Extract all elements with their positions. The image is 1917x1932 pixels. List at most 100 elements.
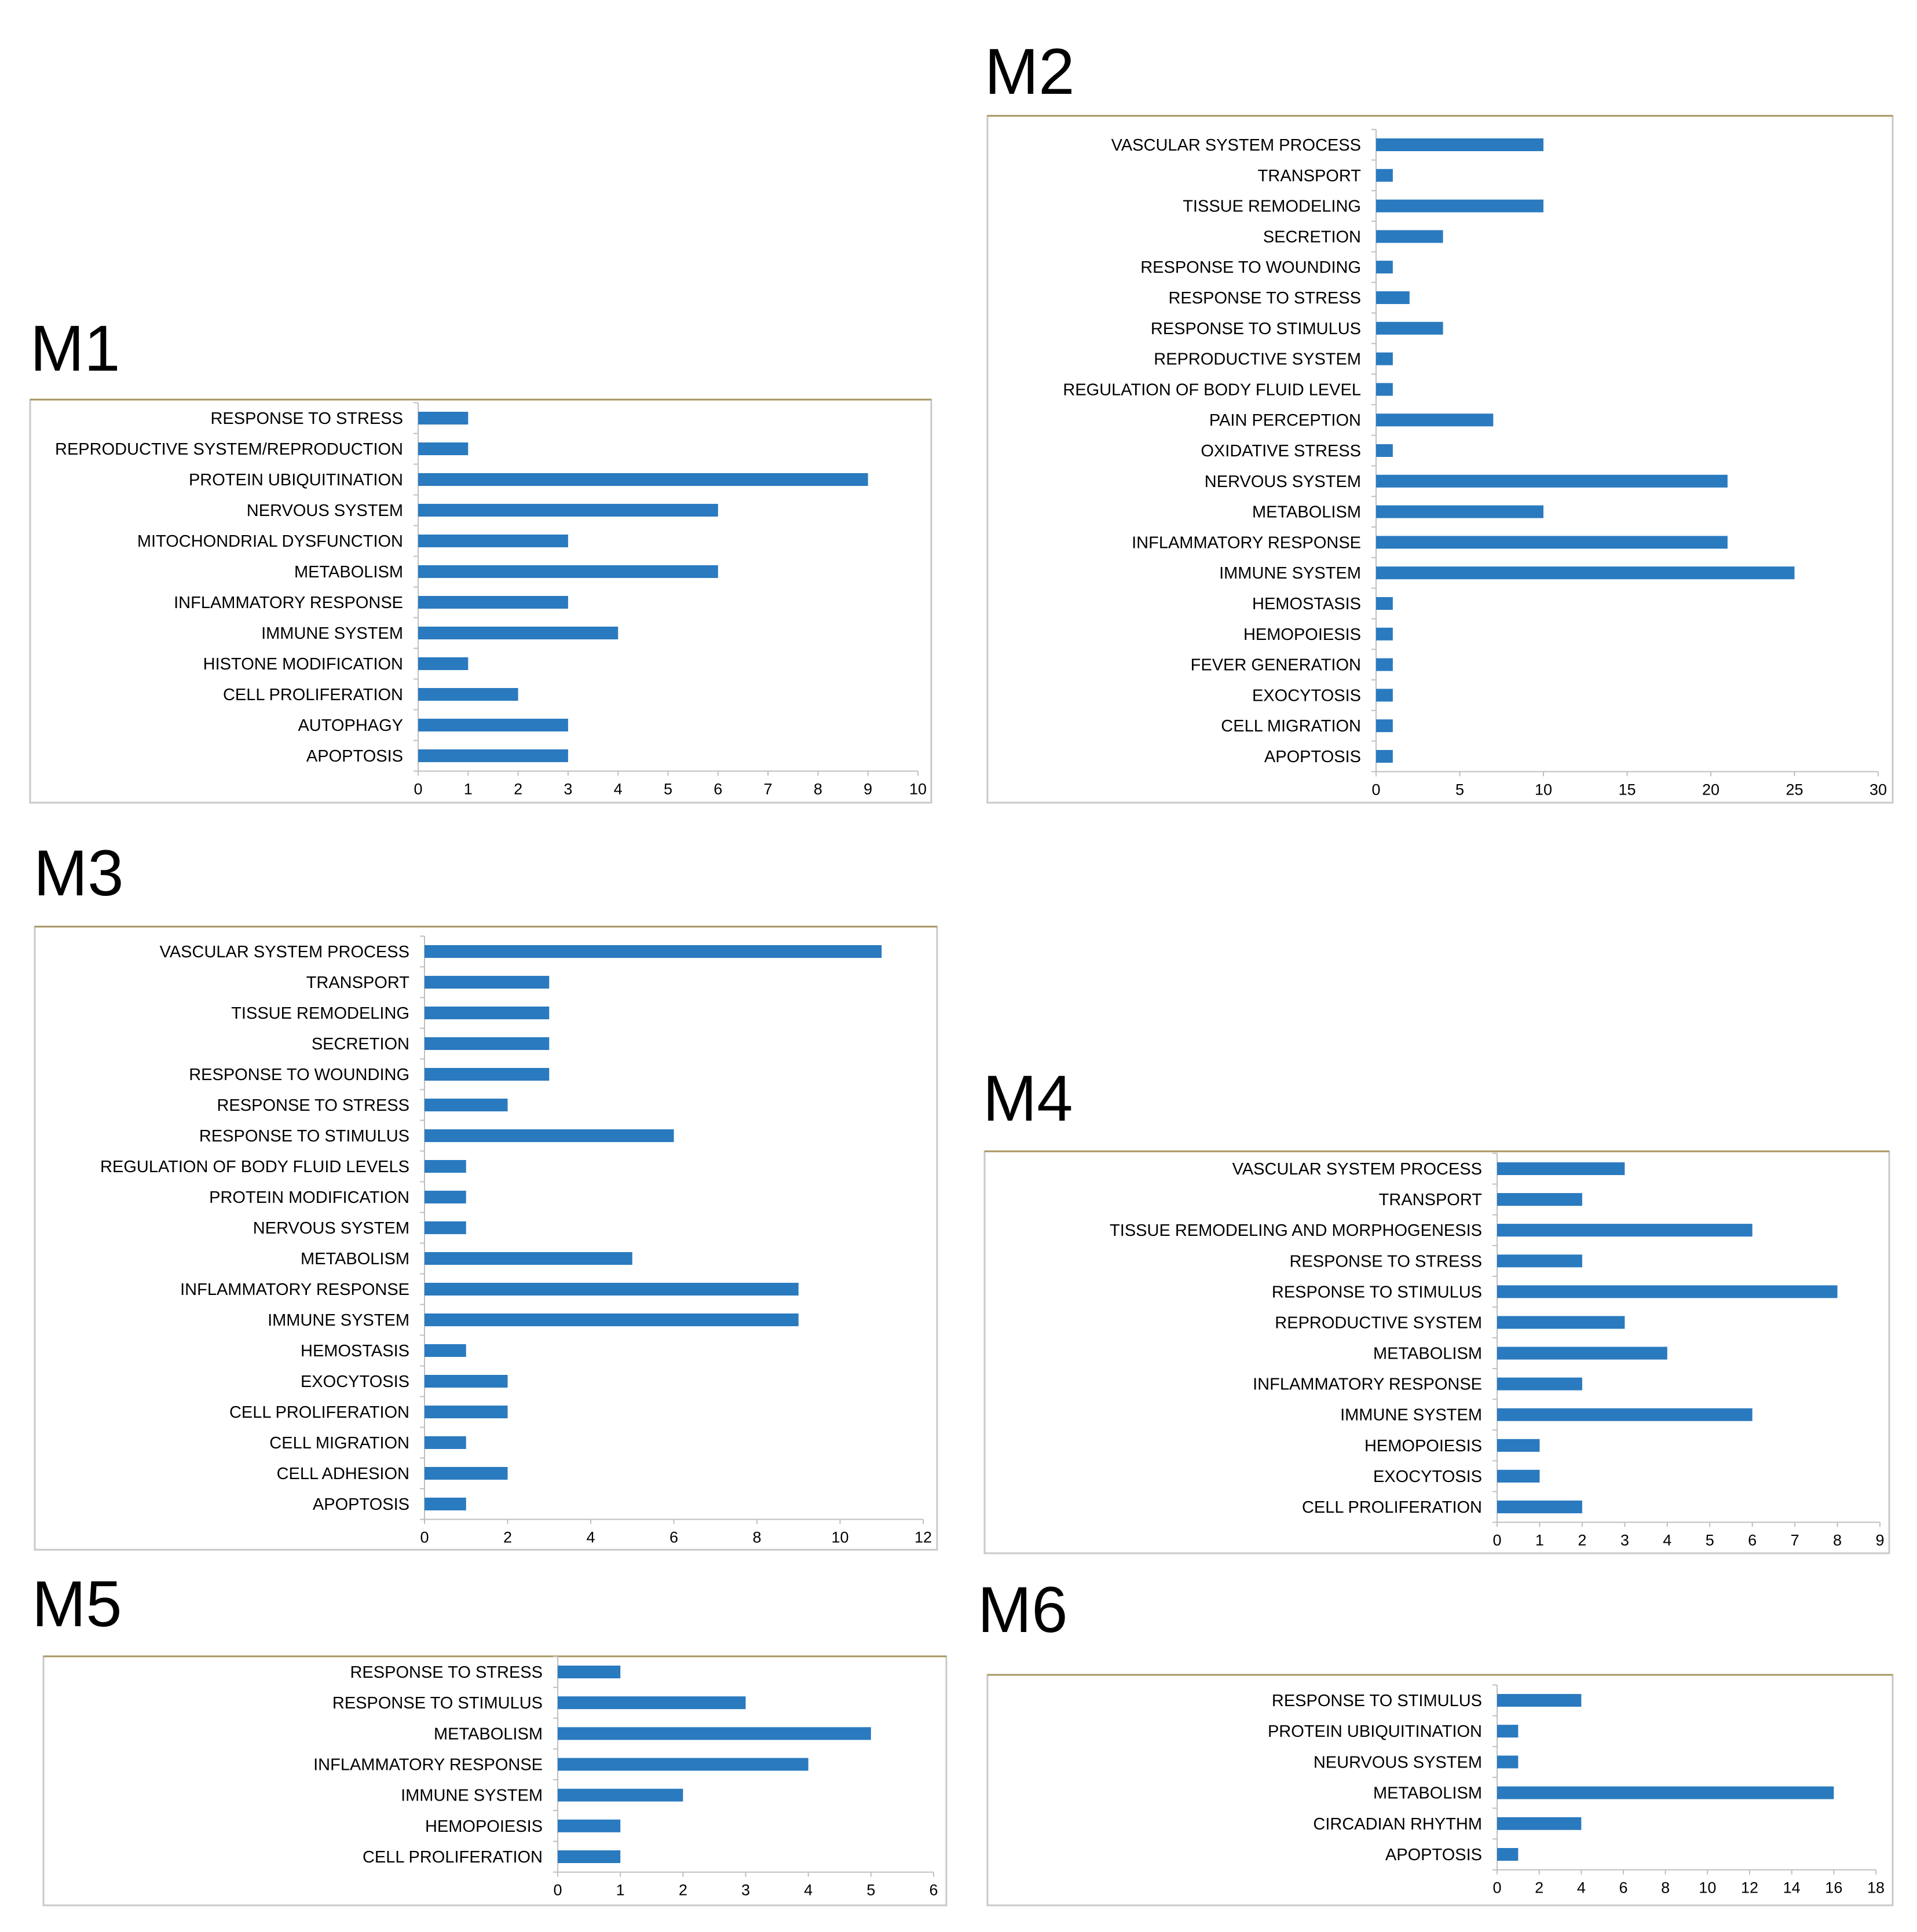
category-label: APOPTOSIS [313,1495,409,1514]
category-label: PROTEIN MODIFICATION [209,1188,409,1207]
category-label: AUTOPHAGY [298,716,403,735]
bar [1497,1316,1625,1329]
bar [1376,261,1393,274]
x-tick-label: 14 [1783,1879,1801,1897]
category-label: HEMOSTASIS [301,1342,409,1360]
category-label: METABOLISM [1373,1784,1482,1803]
x-tick-label: 8 [752,1529,761,1546]
x-tick-label: 5 [1706,1532,1714,1549]
category-label: SECRETION [1263,228,1361,246]
bar [1497,1501,1582,1513]
x-tick-label: 4 [804,1882,813,1899]
bar [425,976,550,989]
bar [418,473,868,486]
x-tick-label: 8 [814,781,822,798]
category-label: IMMUNE SYSTEM [1340,1406,1482,1425]
bar [1497,1408,1753,1421]
x-tick-label: 0 [1492,1532,1501,1549]
x-tick-label: 12 [1741,1879,1758,1897]
category-label: METABOLISM [294,563,403,581]
bar [418,719,568,731]
category-label: HEMOPOIESIS [1364,1437,1482,1455]
category-label: RESPONSE TO STRESS [210,409,403,428]
x-tick-label: 1 [464,781,473,798]
chart-title: M4 [983,1062,1073,1135]
x-tick-label: 20 [1702,781,1720,798]
bar [1376,444,1393,457]
bar [1497,1285,1838,1298]
bar [425,1344,466,1357]
category-label: CELL MIGRATION [1221,717,1361,736]
bar [418,688,518,701]
category-label: METABOLISM [434,1725,543,1743]
category-label: REGULATION OF BODY FLUID LEVELS [100,1158,409,1176]
x-tick-label: 6 [1619,1879,1627,1897]
x-tick-label: 6 [929,1882,938,1899]
category-label: CELL PROLIFERATION [229,1403,409,1422]
chart-m6: M6 RESPONSE TO STIMULUS PROTEIN UBIQUITINA… [978,1574,1894,1907]
category-label: VASCULAR SYSTEM PROCESS [160,943,409,961]
bar [425,1221,466,1234]
category-label: CELL ADHESION [277,1465,409,1483]
bar [425,1007,550,1019]
bar [418,749,568,762]
bar [1376,719,1393,733]
category-label: EXOCYTOSIS [1252,686,1361,705]
category-label: NERVOUS SYSTEM [247,502,403,520]
category-label: RESPONSE TO STRESS [217,1096,409,1115]
bar [1376,321,1443,335]
category-label: INFLAMMATORY RESPONSE [313,1756,543,1774]
bar [418,627,619,639]
category-label: TISSUE REMODELING AND MORPHOGENESIS [1110,1221,1482,1240]
category-label: RESPONSE TO WOUNDING [1140,258,1361,277]
bar [1376,169,1393,182]
bar [1497,1162,1625,1175]
bar [1376,597,1393,610]
bar [1376,414,1494,427]
category-label: NERVOUS SYSTEM [1205,473,1361,491]
bar [558,1850,621,1863]
bar [425,1099,508,1111]
category-label: VASCULAR SYSTEM PROCESS [1111,136,1361,155]
x-tick-label: 4 [614,781,623,798]
category-label: REPRODUCTIVE SYSTEM/REPRODUCTION [55,440,403,459]
bar [558,1788,683,1802]
bar [425,1129,674,1142]
category-label: NERVOUS SYSTEM [253,1219,409,1238]
category-label: INFLAMMATORY RESPONSE [180,1280,409,1299]
category-label: IMMUNE SYSTEM [1219,564,1361,583]
bar [425,1467,508,1480]
bar [1376,199,1543,213]
bar [1376,138,1543,151]
category-label: HEMOPOIESIS [425,1817,543,1836]
category-label: TRANSPORT [306,974,410,992]
bar [558,1696,746,1710]
bar [1376,750,1393,763]
bar [558,1666,621,1678]
x-tick-label: 6 [1748,1532,1757,1549]
category-label: METABOLISM [1252,503,1361,522]
x-tick-label: 25 [1786,781,1803,798]
bar [425,1406,508,1418]
x-tick-label: 4 [586,1529,595,1546]
bar [418,442,469,455]
category-label: RESPONSE TO STRESS [1289,1252,1482,1271]
x-tick-label: 2 [679,1882,687,1899]
x-tick-label: 0 [1492,1879,1501,1897]
bar [1497,1377,1582,1391]
chart-title: M2 [985,35,1075,108]
category-label: RESPONSE TO WOUNDING [189,1066,409,1084]
category-label: IMMUNE SYSTEM [401,1787,543,1805]
category-label: VASCULAR SYSTEM PROCESS [1232,1160,1482,1179]
bar [1376,291,1410,304]
x-tick-label: 4 [1663,1532,1671,1549]
category-label: INFLAMMATORY RESPONSE [1253,1375,1482,1394]
x-tick-label: 4 [1577,1879,1586,1897]
x-tick-label: 5 [866,1882,875,1899]
bar [418,412,469,425]
bar [418,657,469,670]
chart-title: M3 [34,837,124,909]
x-tick-label: 3 [564,781,572,798]
plot-frame [34,925,938,1551]
category-label: IMMUNE SYSTEM [268,1311,409,1330]
